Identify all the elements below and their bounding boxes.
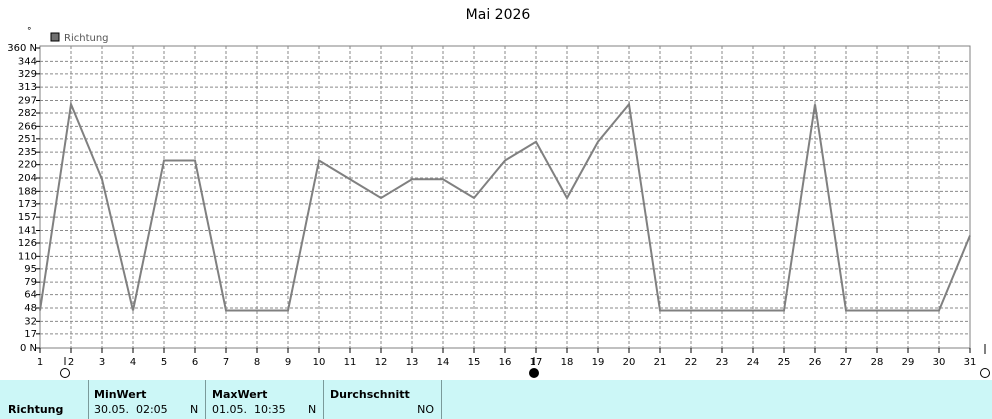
- x-tick-label: 31: [964, 357, 977, 368]
- legend-swatch: [50, 32, 60, 42]
- x-tick-label: 23: [716, 357, 729, 368]
- y-tick-label: 48: [24, 303, 37, 314]
- x-tick-label: 9: [285, 357, 291, 368]
- separator: [205, 380, 206, 419]
- x-tick-label: 26: [809, 357, 822, 368]
- x-tick-label: 14: [437, 357, 450, 368]
- x-tick-label: 27: [840, 357, 853, 368]
- x-tick-label: 18: [561, 357, 574, 368]
- separator: [441, 380, 442, 419]
- y-tick-label: 110: [18, 251, 37, 262]
- summary-table: Richtung MinWert 30.05. 02:05 N MaxWert …: [0, 380, 992, 419]
- y-tick-label: 204: [18, 173, 37, 184]
- y-tick-label: 360 N: [7, 43, 37, 54]
- y-tick-label: 188: [18, 186, 37, 197]
- y-tick-label: 32: [24, 316, 37, 327]
- y-tick-label: 251: [18, 134, 37, 145]
- max-header: MaxWert: [212, 388, 268, 401]
- x-tick-label: 11: [344, 357, 357, 368]
- min-header: MinWert: [94, 388, 147, 401]
- y-tick-label: 157: [18, 212, 37, 223]
- marker: [529, 368, 539, 378]
- y-tick-label: 329: [18, 69, 37, 80]
- x-tick-label: 24: [747, 357, 760, 368]
- x-tick-label: 30: [933, 357, 946, 368]
- min-dir: N: [190, 403, 199, 416]
- markers: [60, 344, 990, 378]
- y-tick-label: 266: [18, 121, 37, 132]
- x-tick-label: 8: [254, 357, 260, 368]
- separator: [323, 380, 324, 419]
- x-tick-label: 10: [313, 357, 326, 368]
- x-tick-label: 15: [468, 357, 481, 368]
- marker: [60, 368, 70, 378]
- x-tick-label: 20: [623, 357, 636, 368]
- x-tick-label: 17: [530, 357, 543, 368]
- y-tick-label: 220: [18, 160, 37, 171]
- x-tick-label: 21: [654, 357, 667, 368]
- y-tick-label: 126: [18, 238, 37, 249]
- x-tick-label: 7: [223, 357, 229, 368]
- x-tick-label: 29: [902, 357, 915, 368]
- y-tick-label: 64: [24, 290, 37, 301]
- y-tick-label: 17: [24, 329, 37, 340]
- chart: Mai 2026 ° Richtung 0 N17324864799511012…: [7, 7, 990, 378]
- y-tick-label: 313: [18, 82, 37, 93]
- y-tick-label: 141: [18, 226, 37, 237]
- x-tick-label: 22: [685, 357, 698, 368]
- min-time: 30.05. 02:05: [94, 403, 168, 416]
- marker: [980, 368, 990, 378]
- legend-label: Richtung: [64, 33, 109, 44]
- x-tick-label: 6: [192, 357, 198, 368]
- x-tick-label: 4: [130, 357, 136, 368]
- x-tick-label: 16: [499, 357, 512, 368]
- x-tick-label: 1: [37, 357, 43, 368]
- x-tick-label: 28: [871, 357, 884, 368]
- x-tick-label: 3: [99, 357, 105, 368]
- y-tick-label: 297: [18, 96, 37, 107]
- avg-header: Durchschnitt: [330, 388, 410, 401]
- y-tick-label: 0 N: [20, 343, 37, 354]
- x-tick-label: 12: [375, 357, 388, 368]
- row-label: Richtung: [8, 403, 64, 416]
- y-tick-label: 235: [18, 147, 37, 158]
- x-tick-label: 25: [778, 357, 791, 368]
- y-tick-label: 344: [18, 56, 37, 67]
- series-line: [39, 100, 971, 312]
- chart-title: Mai 2026: [466, 7, 531, 23]
- x-tick-label: 13: [406, 357, 419, 368]
- y-tick-label: 282: [18, 108, 37, 119]
- max-dir: N: [308, 403, 317, 416]
- avg-dir: NO: [417, 403, 434, 416]
- y-tick-label: 95: [24, 264, 37, 275]
- max-time: 01.05. 10:35: [212, 403, 286, 416]
- separator: [88, 380, 89, 419]
- x-tick-label: 2: [68, 357, 74, 368]
- x-tick-label: 5: [161, 357, 167, 368]
- x-tick-label: 19: [592, 357, 605, 368]
- y-tick-label: 79: [24, 277, 37, 288]
- y-tick-label: 173: [18, 199, 37, 210]
- y-unit: °: [27, 27, 32, 37]
